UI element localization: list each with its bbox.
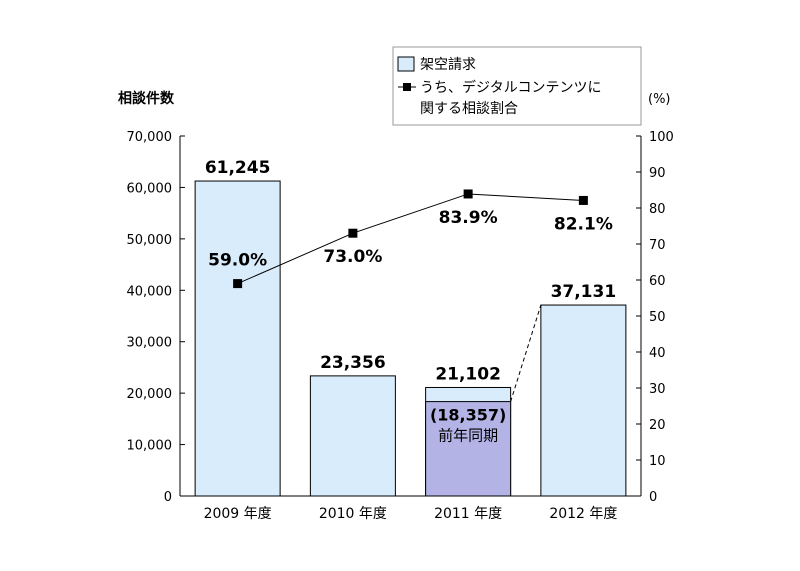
y-axis-left-title: 相談件数	[118, 90, 175, 107]
bar-value-label: 37,131	[551, 282, 617, 302]
legend-label-bar: 架空請求	[420, 57, 476, 73]
y-right-tick-label: 80	[649, 202, 666, 217]
y-left-tick-label: 0	[164, 490, 172, 505]
y-right-tick-label: 40	[649, 346, 666, 361]
y-right-tick-label: 20	[649, 418, 666, 433]
y-axis-right-title: (%)	[648, 92, 671, 107]
legend-label-line-1: うち、デジタルコンテンツに	[420, 79, 601, 96]
ratio-point	[463, 189, 473, 199]
bar-value-label: 23,356	[320, 353, 386, 373]
legend-swatch-bar	[397, 56, 415, 72]
ratio-value-label: 59.0%	[208, 251, 267, 271]
y-right-tick-label: 10	[649, 454, 666, 469]
y-right-tick-label: 60	[649, 274, 666, 289]
legend-swatch-marker	[403, 83, 411, 91]
y-right-tick-label: 50	[649, 310, 666, 325]
legend-label-line-2: 関する相談割合	[420, 100, 518, 117]
bar-value-label: 61,245	[205, 158, 271, 178]
y-left-tick-label: 40,000	[127, 284, 173, 299]
ratio-value-label: 73.0%	[323, 247, 382, 267]
ratio-point	[578, 195, 588, 205]
bar	[309, 375, 396, 497]
y-right-tick-label: 30	[649, 382, 666, 397]
prior-period-value-label: (18,357)	[430, 406, 506, 425]
ratio-line	[237, 193, 584, 285]
bar	[540, 304, 627, 497]
comparison-dashed-line	[510, 304, 542, 402]
bar-value-label: 21,102	[435, 364, 501, 384]
category-label: 2009 年度	[204, 506, 272, 522]
y-right-tick-label: 70	[649, 238, 666, 253]
ratio-point	[233, 279, 243, 289]
category-label: 2010 年度	[319, 506, 387, 522]
y-right-tick-label: 90	[649, 166, 666, 181]
ratio-point	[348, 228, 358, 238]
prior-period-bar	[425, 401, 512, 497]
y-right-tick-label: 100	[649, 130, 674, 145]
category-label: 2012 年度	[549, 506, 617, 522]
y-left-tick-label: 50,000	[127, 233, 173, 248]
ratio-value-label: 82.1%	[554, 214, 613, 234]
y-left-tick-label: 20,000	[127, 387, 173, 402]
legend: 架空請求 うち、デジタルコンテンツに 関する相談割合	[392, 46, 642, 126]
y-left-tick-label: 30,000	[127, 336, 173, 351]
y-left-tick-label: 70,000	[127, 130, 173, 145]
y-left-tick-label: 60,000	[127, 181, 173, 196]
y-left-tick-label: 10,000	[127, 439, 173, 454]
ratio-value-label: 83.9%	[439, 208, 498, 228]
bar	[194, 180, 281, 497]
legend-box	[392, 46, 642, 126]
y-right-tick-label: 0	[649, 490, 657, 505]
prior-period-caption: 前年同期	[438, 427, 498, 445]
category-label: 2011 年度	[434, 506, 502, 522]
